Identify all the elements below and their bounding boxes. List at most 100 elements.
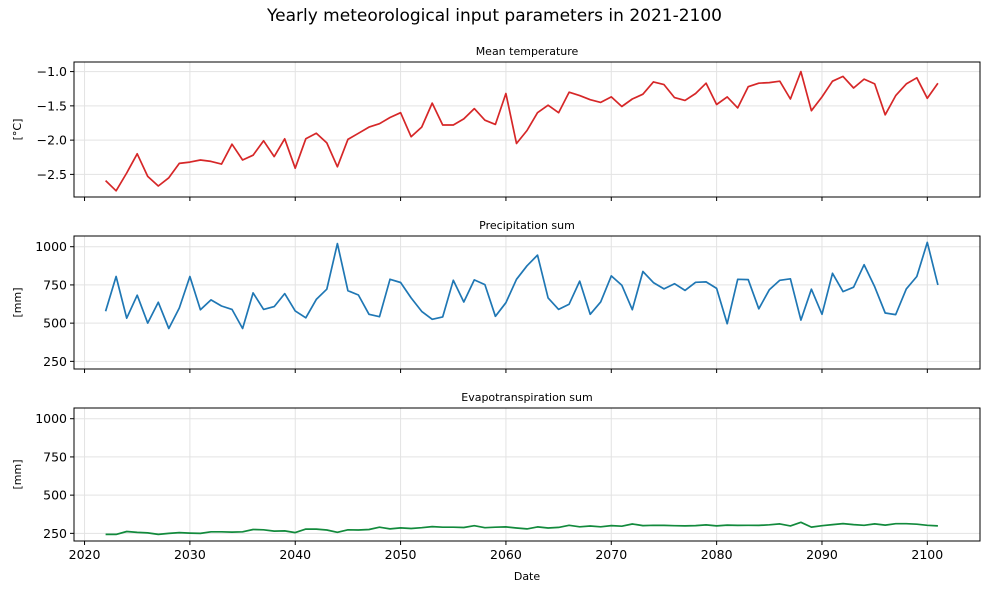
subplot-title-2: Precipitation sum (479, 219, 575, 232)
data-point (537, 254, 539, 256)
x-tick-label: 2060 (490, 547, 522, 562)
x-tick-label: 2030 (174, 547, 206, 562)
data-point (315, 132, 317, 134)
data-point (916, 523, 918, 525)
data-point (853, 524, 855, 526)
y-axis-label-3: [mm] (11, 459, 24, 489)
data-point (221, 531, 223, 533)
data-point (221, 305, 223, 307)
data-point (832, 80, 834, 82)
data-point (347, 139, 349, 141)
data-point (821, 525, 823, 527)
data-point (263, 140, 265, 142)
data-point (716, 288, 718, 290)
data-point (494, 315, 496, 317)
data-point (653, 524, 655, 526)
data-point (600, 301, 602, 303)
data-point (473, 108, 475, 110)
data-point (853, 286, 855, 288)
data-point (231, 143, 233, 145)
data-point (431, 318, 433, 320)
data-point (663, 288, 665, 290)
data-point (726, 96, 728, 98)
data-point (568, 91, 570, 93)
data-point (842, 75, 844, 77)
data-point (484, 284, 486, 286)
data-point (642, 93, 644, 95)
data-point (674, 525, 676, 527)
data-point (547, 104, 549, 106)
data-point (905, 523, 907, 525)
data-point (631, 523, 633, 525)
data-point (347, 529, 349, 531)
data-point (789, 98, 791, 100)
data-point (400, 527, 402, 529)
data-point (695, 281, 697, 283)
data-point (642, 525, 644, 527)
data-point (410, 297, 412, 299)
data-point (600, 102, 602, 104)
data-point (758, 525, 760, 527)
data-point (937, 82, 939, 84)
y-tick-label: 500 (43, 488, 67, 503)
data-point (800, 71, 802, 73)
data-point (336, 166, 338, 168)
data-point (126, 531, 128, 533)
y-tick-label: −1.5 (37, 98, 67, 113)
data-point (263, 308, 265, 310)
data-point (452, 526, 454, 528)
data-point (832, 524, 834, 526)
axes-frame-1 (73, 61, 981, 198)
data-point (410, 528, 412, 530)
data-point (431, 102, 433, 104)
data-point (674, 97, 676, 99)
data-point (505, 93, 507, 95)
data-point (863, 524, 865, 526)
data-point (705, 524, 707, 526)
data-point (431, 526, 433, 528)
data-point (368, 126, 370, 128)
data-point (252, 292, 254, 294)
data-point (737, 107, 739, 109)
data-point (768, 524, 770, 526)
data-point (674, 283, 676, 285)
data-point (811, 110, 813, 112)
data-point (242, 531, 244, 533)
data-point (168, 532, 170, 534)
x-axis-label: Date (514, 570, 541, 583)
data-point (558, 308, 560, 310)
data-point (579, 280, 581, 282)
data-point (916, 77, 918, 79)
data-point (547, 297, 549, 299)
data-point (210, 531, 212, 533)
y-tick-label: −2.5 (37, 167, 67, 182)
x-tick-label: 2040 (279, 547, 311, 562)
data-point (315, 299, 317, 301)
data-point (147, 176, 149, 178)
data-point (200, 309, 202, 311)
data-point (779, 523, 781, 525)
y-tick-label: 750 (43, 449, 67, 464)
data-point (684, 290, 686, 292)
data-point (621, 106, 623, 108)
data-point (263, 529, 265, 531)
data-point (747, 86, 749, 88)
y-tick-label: 250 (43, 354, 67, 369)
data-point (832, 272, 834, 274)
data-point (484, 527, 486, 529)
data-point (526, 130, 528, 132)
data-point (884, 524, 886, 526)
data-point (157, 301, 159, 303)
data-point (400, 282, 402, 284)
data-point (842, 291, 844, 293)
data-point (821, 96, 823, 98)
data-point (494, 123, 496, 125)
data-point (895, 523, 897, 525)
data-point (273, 530, 275, 532)
data-point (326, 288, 328, 290)
data-point (926, 524, 928, 526)
data-point (505, 526, 507, 528)
data-point (400, 112, 402, 114)
data-point (842, 523, 844, 525)
data-point (473, 279, 475, 281)
